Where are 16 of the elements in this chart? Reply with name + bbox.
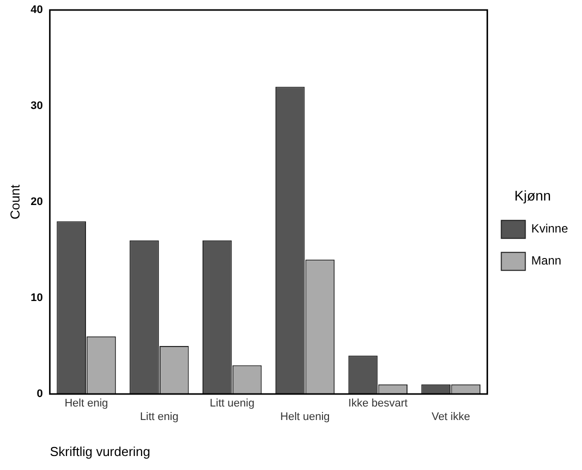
x-tick-label: Ikke besvart <box>348 398 408 410</box>
x-tick-label: Litt uenig <box>210 398 254 410</box>
x-tick-label: Helt enig <box>64 398 108 410</box>
x-axis-title: Skriftlig vurdering <box>50 444 150 459</box>
x-tick-label: Helt uenig <box>280 410 330 423</box>
y-tick-label: 10 <box>30 292 43 304</box>
legend-title: Kjønn <box>514 187 551 204</box>
legend-label: Mann <box>531 254 562 268</box>
x-tick-label: Vet ikke <box>432 410 470 423</box>
legend-label: Kvinne <box>531 222 568 236</box>
y-axis-title: Count <box>7 184 22 220</box>
y-tick-label: 30 <box>30 100 43 112</box>
x-tick-label: Litt enig <box>140 410 178 423</box>
y-tick-label: 20 <box>30 196 43 208</box>
y-tick-label: 40 <box>30 4 43 16</box>
y-tick-label: 0 <box>36 388 43 400</box>
